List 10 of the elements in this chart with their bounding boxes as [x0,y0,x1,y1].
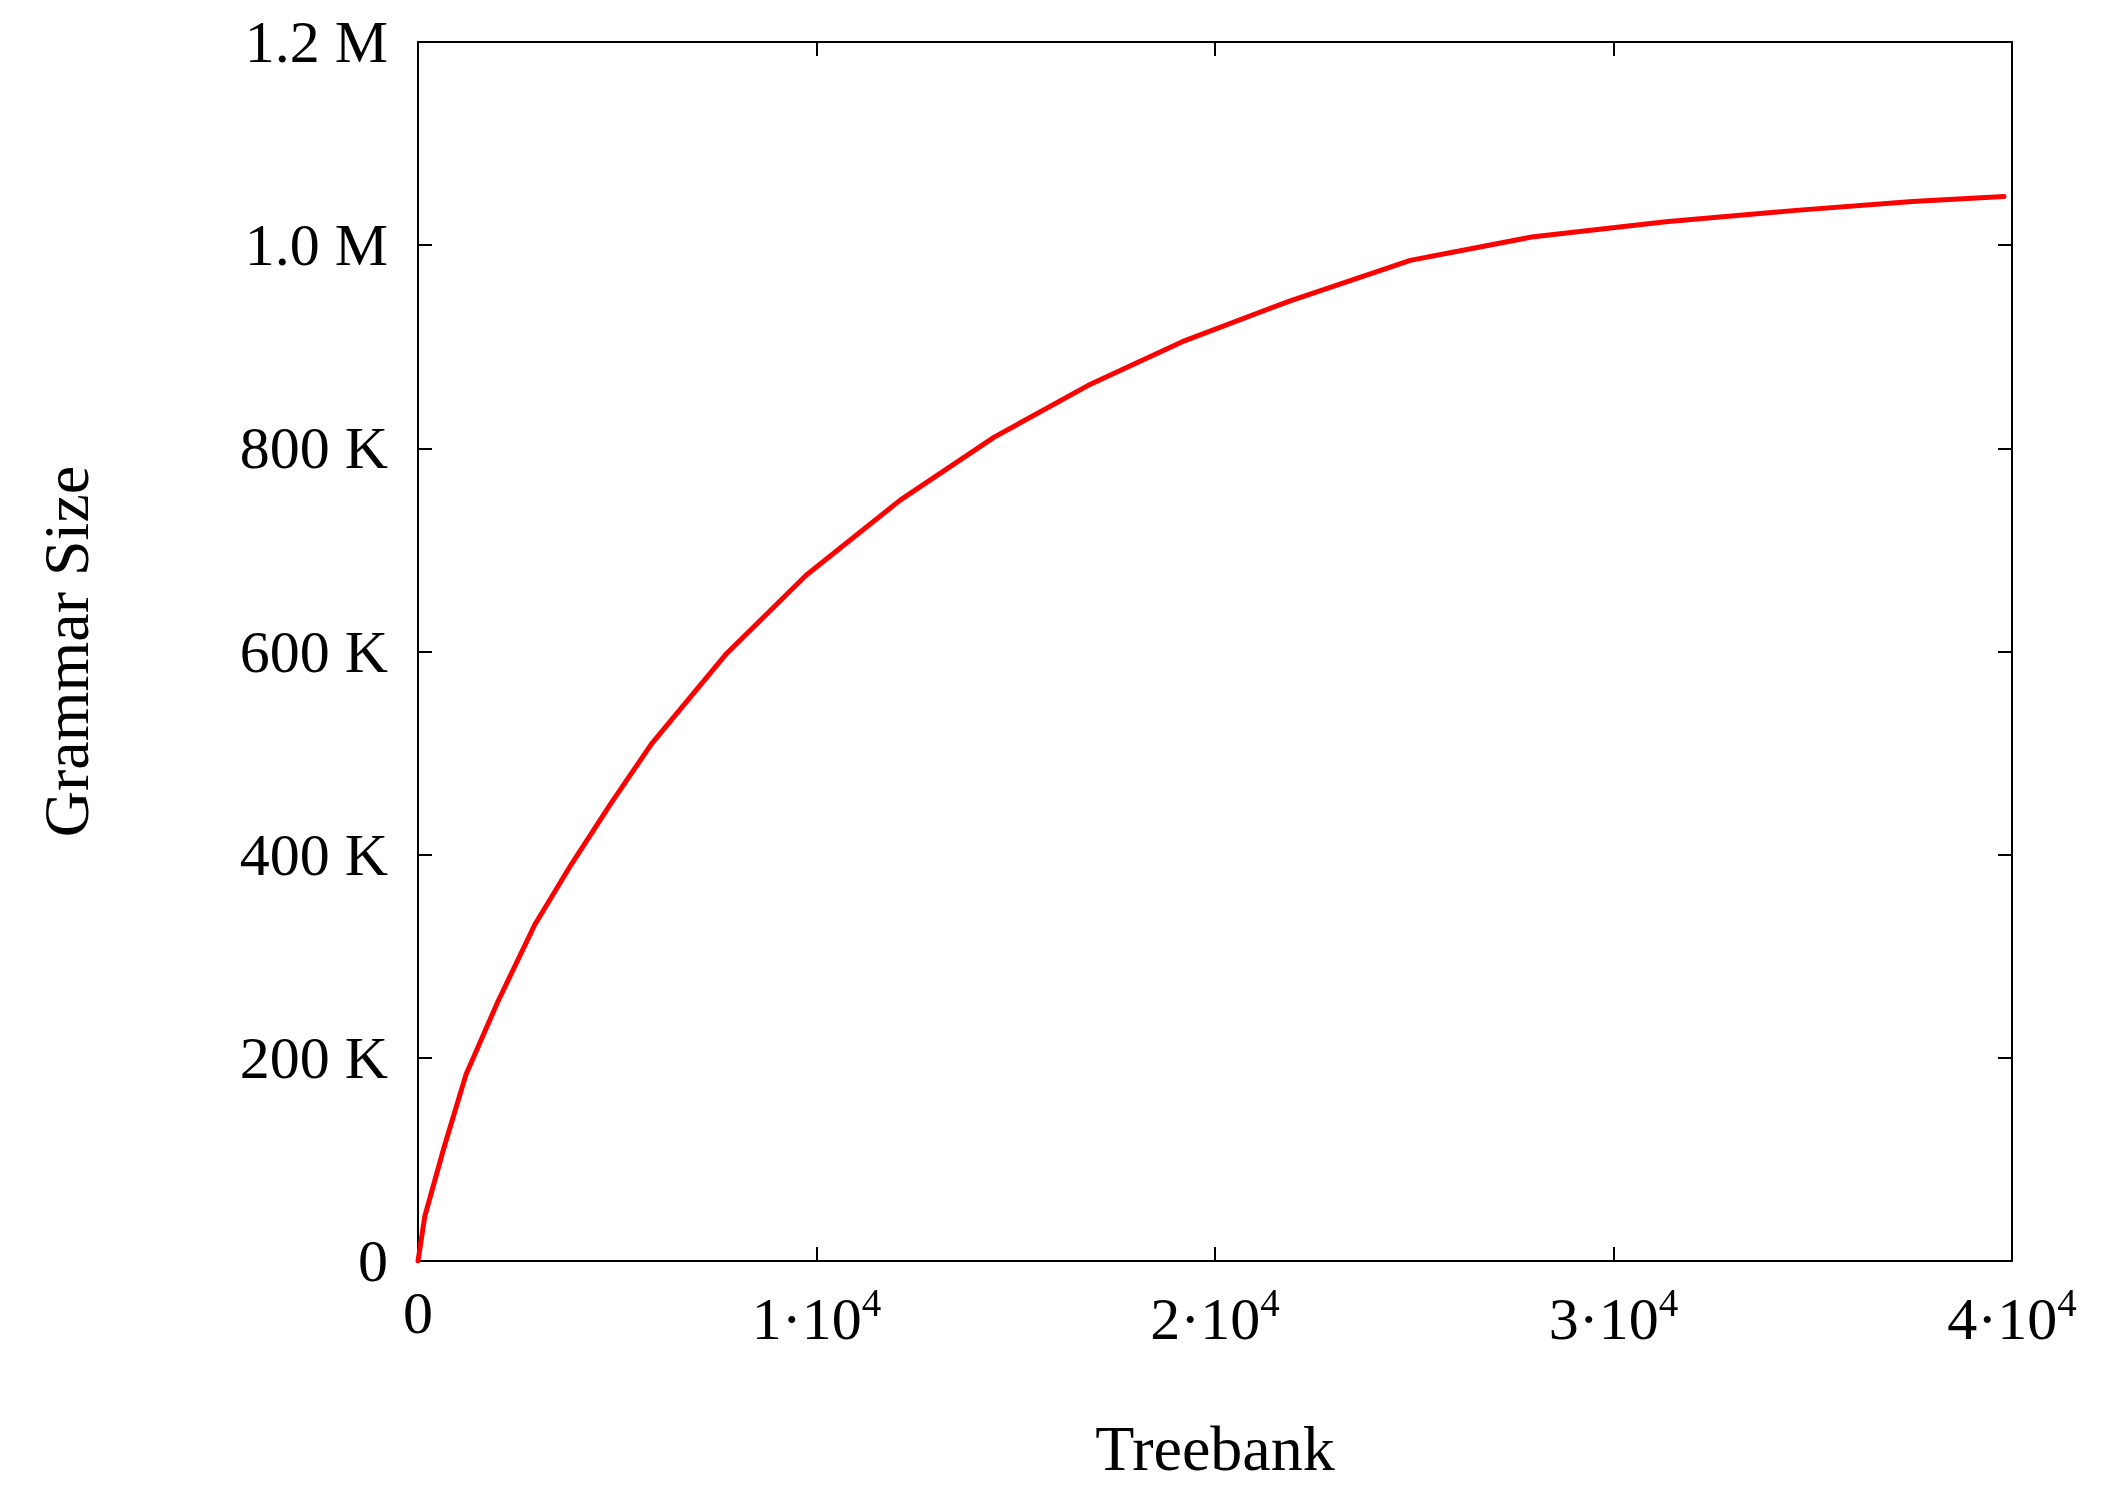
y-tick-label: 200 K [239,1024,388,1091]
y-tick-label: 0 [358,1228,388,1294]
y-axis-title: Grammar Size [30,465,102,838]
y-tick-label: 400 K [239,821,388,888]
y-tick-label: 1.0 M [244,212,388,279]
y-tick-label: 600 K [239,618,388,685]
x-axis-title: Treebank [1095,1412,1335,1484]
y-tick-label: 800 K [239,415,388,482]
x-tick-label: 0 [403,1280,433,1346]
y-tick-label: 1.2 M [244,9,388,75]
